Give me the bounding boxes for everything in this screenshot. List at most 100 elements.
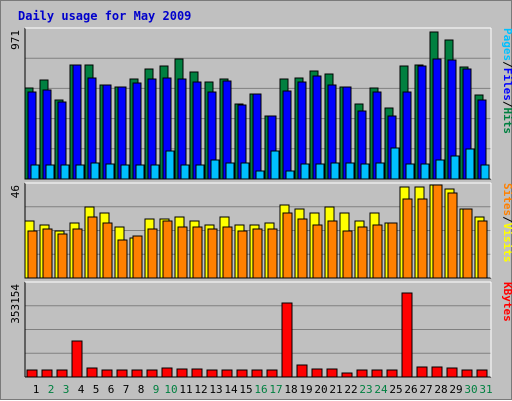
bar-kbytes-day-30 — [461, 369, 473, 378]
x-tick-label: 22 — [344, 383, 357, 396]
bar-pages-day-12 — [195, 164, 205, 180]
x-tick-label: 23 — [359, 383, 372, 396]
x-tick-label: 3 — [63, 383, 70, 396]
bar-kbytes-day-2 — [41, 369, 53, 378]
bar-pages-day-3 — [60, 164, 70, 180]
bar-files-day-9 — [147, 78, 157, 180]
bar-sites-day-19 — [297, 218, 308, 279]
legend-pages: Pages — [501, 28, 512, 61]
bar-kbytes-day-24 — [371, 369, 383, 378]
bar-pages-day-14 — [225, 162, 235, 180]
bar-files-day-12 — [192, 81, 202, 180]
bar-sites-day-25 — [387, 222, 398, 279]
bar-sites-day-7 — [117, 239, 128, 279]
bar-sites-day-24 — [372, 224, 383, 279]
bar-pages-day-26 — [405, 163, 415, 180]
bar-pages-day-15 — [240, 162, 250, 180]
bar-sites-day-3 — [57, 233, 68, 279]
bar-kbytes-day-7 — [116, 369, 128, 378]
legend-kbytes: KBytes — [501, 282, 512, 322]
bar-pages-day-10 — [165, 150, 175, 180]
bar-kbytes-day-18 — [281, 302, 293, 378]
bar-pages-day-8 — [135, 164, 145, 180]
bar-pages-day-19 — [300, 163, 310, 180]
bar-kbytes-day-4 — [71, 340, 83, 378]
bar-kbytes-day-16 — [251, 369, 263, 378]
bar-files-day-11 — [177, 78, 187, 180]
bar-kbytes-day-29 — [446, 367, 458, 378]
bar-pages-day-6 — [105, 163, 115, 180]
bar-sites-day-1 — [27, 230, 38, 279]
x-tick-label: 21 — [329, 383, 342, 396]
bar-sites-day-21 — [327, 220, 338, 279]
bar-pages-day-9 — [150, 164, 160, 180]
bar-pages-day-13 — [210, 159, 220, 180]
bar-sites-day-5 — [87, 216, 98, 279]
bar-pages-day-28 — [435, 159, 445, 180]
x-tick-label: 29 — [449, 383, 462, 396]
bar-pages-day-16 — [255, 170, 265, 180]
bar-kbytes-day-1 — [26, 369, 38, 378]
x-tick-label: 4 — [78, 383, 85, 396]
x-tick-label: 24 — [374, 383, 388, 396]
bar-kbytes-day-6 — [101, 369, 113, 378]
x-tick-label: 30 — [464, 383, 477, 396]
x-tick-label: 18 — [284, 383, 297, 396]
bar-sites-day-11 — [177, 226, 188, 279]
legend-separator: / — [501, 101, 512, 108]
bar-pages-day-20 — [315, 163, 325, 180]
bar-pages-day-24 — [375, 162, 385, 180]
x-tick-label: 13 — [209, 383, 222, 396]
bar-files-day-4 — [72, 64, 82, 180]
bar-kbytes-day-28 — [431, 366, 443, 378]
bar-kbytes-day-5 — [86, 367, 98, 378]
bar-pages-day-31 — [480, 164, 490, 180]
bar-pages-day-25 — [390, 147, 400, 180]
bar-pages-day-17 — [270, 150, 280, 180]
bar-kbytes-day-3 — [56, 369, 68, 378]
bar-pages-day-4 — [75, 164, 85, 180]
x-tick-label: 10 — [164, 383, 177, 396]
bar-kbytes-day-10 — [161, 367, 173, 378]
bar-sites-day-31 — [477, 220, 488, 279]
y-max-label: 46 — [9, 185, 22, 198]
bar-kbytes-day-21 — [326, 368, 338, 378]
x-tick-label: 25 — [389, 383, 402, 396]
bar-sites-day-23 — [357, 226, 368, 279]
bar-kbytes-day-14 — [221, 369, 233, 378]
bar-sites-day-4 — [72, 228, 83, 279]
bar-files-day-27 — [417, 65, 427, 180]
x-tick-label: 14 — [224, 383, 238, 396]
x-tick-label: 2 — [48, 383, 55, 396]
bar-sites-day-16 — [252, 228, 263, 279]
x-tick-label: 12 — [194, 383, 207, 396]
bar-kbytes-day-11 — [176, 368, 188, 378]
bar-sites-day-20 — [312, 224, 323, 279]
legend-files: Files — [501, 68, 512, 101]
legend-visits: Visits — [501, 223, 512, 263]
bar-sites-day-29 — [447, 192, 458, 279]
bar-pages-day-2 — [45, 164, 55, 180]
legend: Sites/Visits — [501, 183, 512, 263]
legend-separator: / — [501, 216, 512, 223]
bar-sites-day-17 — [267, 228, 278, 279]
bar-sites-day-10 — [162, 220, 173, 279]
bar-sites-day-28 — [432, 184, 443, 279]
bar-sites-day-9 — [147, 228, 158, 279]
panel-3: 353154 KBytes — [9, 281, 512, 378]
bar-sites-day-8 — [132, 235, 143, 279]
bar-kbytes-day-20 — [311, 368, 323, 378]
legend: KBytes — [501, 282, 512, 322]
bar-kbytes-day-26 — [401, 292, 413, 378]
bar-sites-day-26 — [402, 198, 413, 279]
bar-sites-day-2 — [42, 228, 53, 279]
bar-pages-day-22 — [345, 162, 355, 180]
bar-kbytes-day-27 — [416, 366, 428, 378]
x-tick-label: 19 — [299, 383, 312, 396]
x-tick-label: 20 — [314, 383, 327, 396]
bar-sites-day-30 — [462, 208, 473, 279]
x-tick-label: 11 — [179, 383, 192, 396]
bar-pages-day-11 — [180, 164, 190, 180]
